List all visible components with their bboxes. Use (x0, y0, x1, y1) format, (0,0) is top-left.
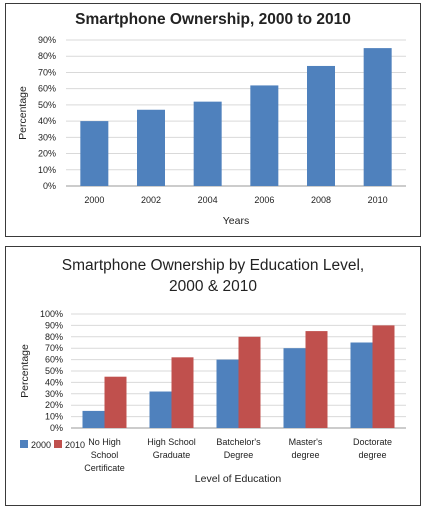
y-tick-label: 20% (38, 149, 56, 159)
x-tick-label: Certificate (84, 463, 125, 473)
y-tick-label: 90% (45, 320, 63, 330)
x-axis-title: Level of Education (195, 473, 282, 485)
x-tick-label: School (91, 450, 119, 460)
x-tick-label: High School (147, 437, 196, 447)
y-tick-label: 70% (45, 343, 63, 353)
bar-2010 (363, 48, 392, 186)
x-tick-label: Doctorate (353, 437, 392, 447)
bar-2010 (104, 376, 127, 428)
y-tick-label: 80% (38, 51, 56, 61)
y-tick-label: 40% (45, 377, 63, 387)
x-tick-label: degree (291, 450, 319, 460)
chart-ownership-by-education: Smartphone Ownership by Education Level,… (5, 246, 421, 506)
x-tick-label: Degree (224, 450, 254, 460)
y-tick-label: 50% (38, 100, 56, 110)
x-tick-label: degree (358, 450, 386, 460)
chart-ownership-by-education-svg: Smartphone Ownership by Education Level,… (19, 257, 406, 485)
y-tick-label: 10% (38, 165, 56, 175)
x-tick-label: 2000 (84, 195, 104, 205)
y-tick-label: 60% (45, 355, 63, 365)
bar-2010 (372, 325, 395, 428)
y-tick-label: 20% (45, 400, 63, 410)
y-axis-title: Percentage (19, 344, 31, 398)
x-tick-label: 2004 (198, 195, 218, 205)
bar-2000 (80, 121, 109, 186)
x-tick-label: 2002 (141, 195, 161, 205)
chart-ownership-by-year: Smartphone Ownership, 2000 to 2010 0% 10% 2… (5, 3, 421, 237)
y-tick-label: 0% (43, 181, 56, 191)
bar-2004 (193, 101, 222, 186)
y-tick-label: 90% (38, 35, 56, 45)
bar-2006 (250, 85, 279, 186)
y-tick-label: 30% (38, 132, 56, 142)
x-tick-label: 2010 (368, 195, 388, 205)
legend-swatch-2010 (54, 440, 62, 448)
bar-2002 (137, 109, 165, 186)
chart-title-line: 2000 & 2010 (169, 278, 257, 295)
y-tick-label: 100% (40, 309, 63, 319)
x-tick-label: No High (88, 437, 121, 447)
x-tick-label: Batchelor's (216, 437, 261, 447)
bar-2000 (216, 359, 239, 428)
bar-2000 (350, 342, 373, 428)
chart-title: Smartphone Ownership, 2000 to 2010 (75, 11, 351, 28)
y-tick-label: 80% (45, 332, 63, 342)
x-tick-label: 2008 (311, 195, 331, 205)
y-tick-label: 0% (50, 423, 63, 433)
bar-2010 (238, 336, 261, 428)
y-tick-label: 50% (45, 366, 63, 376)
legend-label: 2000 (31, 440, 51, 450)
y-tick-label: 60% (38, 84, 56, 94)
y-tick-label: 40% (38, 116, 56, 126)
legend-label: 2010 (65, 440, 85, 450)
x-axis-title: Years (223, 215, 249, 227)
bar-2010 (305, 331, 328, 428)
legend-swatch-2000 (20, 440, 28, 448)
y-axis-title: Percentage (17, 86, 29, 140)
x-tick-label: Master's (289, 437, 323, 447)
bar-2000 (283, 348, 306, 428)
chart-ownership-by-year-svg: Smartphone Ownership, 2000 to 2010 0% 10% 2… (17, 11, 406, 227)
bar-2008 (307, 65, 335, 186)
x-tick-label: Graduate (153, 450, 191, 460)
y-tick-label: 30% (45, 389, 63, 399)
bar-2000 (149, 391, 172, 428)
chart-title-line: Smartphone Ownership by Education Level, (62, 257, 364, 274)
y-tick-label: 10% (45, 412, 63, 422)
bar-2000 (82, 410, 105, 428)
x-tick-label: 2006 (254, 195, 274, 205)
bar-2010 (171, 357, 194, 428)
y-tick-label: 70% (38, 67, 56, 77)
